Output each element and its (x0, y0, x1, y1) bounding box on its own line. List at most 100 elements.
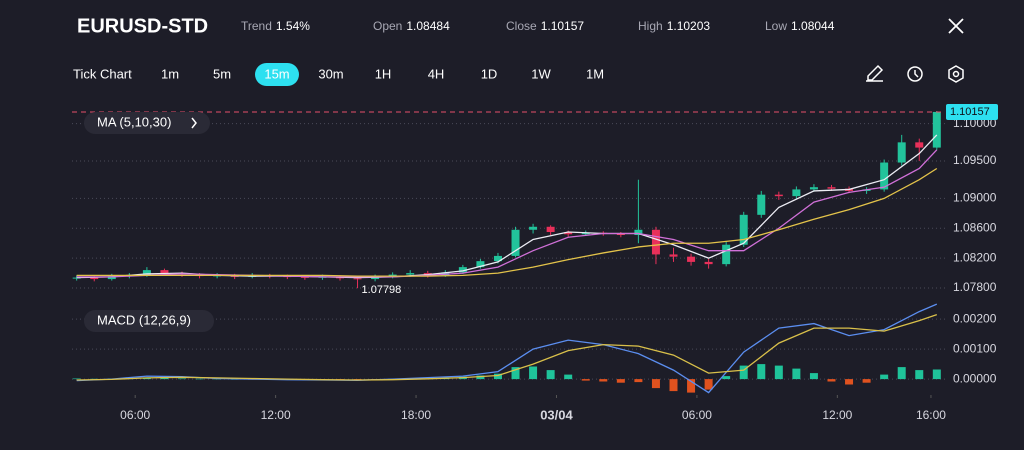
candle-body (300, 276, 309, 278)
macd-bar (493, 373, 502, 380)
candle-body (353, 278, 362, 280)
stat-value: 1.54% (276, 19, 310, 33)
candle-body (739, 214, 748, 245)
candle-body (546, 226, 555, 233)
candle-body (634, 229, 643, 235)
candle-body (458, 267, 467, 273)
candle-body (897, 142, 906, 163)
interval-tab[interactable]: 1M (586, 66, 604, 81)
header-stats: Trend 1.54% Open 1.08484 Close 1.10157 High 1.1… (241, 19, 835, 33)
candle-body (511, 229, 520, 256)
macd-bar (178, 378, 187, 380)
macd-bar (845, 379, 854, 385)
macd-bar (739, 365, 748, 380)
interval-tab[interactable]: 5m (213, 66, 231, 81)
low-annotation: 1.07798 (362, 284, 402, 296)
stat: Close 1.10157 (506, 19, 584, 33)
interval-tab[interactable]: 4H (428, 66, 445, 81)
last-price-box (946, 103, 998, 120)
interval-tab[interactable]: 1D (481, 66, 498, 81)
y-tick-label: 1.09000 (953, 191, 997, 205)
ma-label: MA (5,10,30) (97, 114, 171, 129)
interval-tab[interactable]: 1H (375, 66, 392, 81)
stat-label: Low (765, 19, 787, 33)
macd-bar (476, 375, 485, 380)
candle-body (107, 276, 116, 280)
macd-bar (774, 365, 783, 380)
stat-label: High (638, 19, 663, 33)
candle-body (774, 194, 783, 197)
stat-value: 1.10157 (541, 19, 585, 33)
stat-label: Open (373, 19, 402, 33)
macd-bar (195, 378, 204, 380)
x-tick-label: 12:00 (261, 408, 291, 422)
stat-value: 1.08484 (406, 19, 450, 33)
candle-body (476, 261, 485, 268)
macd-bar (511, 367, 520, 380)
candle-body (581, 232, 590, 235)
candle-body (827, 187, 836, 189)
macd-bar (546, 370, 555, 380)
draw-tool[interactable] (866, 64, 884, 82)
y-tick-label: 0.00100 (953, 341, 997, 355)
y-tick-label: 1.08600 (953, 220, 997, 234)
chart-mode[interactable]: Tick Chart (73, 66, 132, 81)
macd-bar (792, 368, 801, 380)
interval-tab[interactable]: 30m (318, 66, 343, 81)
candle-body (529, 226, 538, 230)
macd-bar (897, 367, 906, 380)
close-button[interactable] (948, 18, 964, 34)
symbol: EURUSD-STD (77, 15, 208, 37)
macd-bar (634, 379, 643, 383)
stat: Low 1.08044 (765, 19, 835, 33)
stat: High 1.10203 (638, 19, 710, 33)
y-tick-label: 1.09500 (953, 153, 997, 167)
macd-bar (616, 379, 625, 383)
candle-body (792, 189, 801, 197)
candle-body (915, 142, 924, 148)
x-tick-label: 06:00 (682, 408, 712, 422)
macd-bar (529, 366, 538, 380)
interval-tab[interactable]: 1m (161, 66, 179, 81)
indicator-line (76, 167, 938, 277)
macd-bar (757, 364, 766, 380)
x-tick-label: 12:00 (822, 408, 852, 422)
candle-body (722, 244, 731, 265)
candle-body (493, 255, 502, 262)
indicator-line (76, 313, 938, 381)
stat-label: Close (506, 19, 537, 33)
stat-value: 1.08044 (791, 19, 835, 33)
candle-body (757, 194, 766, 215)
y-tick-label: 1.08200 (953, 250, 997, 264)
macd-bar (687, 379, 696, 393)
macd-bar (862, 379, 871, 383)
macd-bar (722, 376, 731, 380)
x-tick-label: 18:00 (401, 408, 431, 422)
last-price-label: 1.10157 (950, 106, 990, 118)
interval-selected (255, 63, 299, 86)
time-tool[interactable] (907, 66, 923, 82)
stat-label: Trend (241, 19, 272, 33)
stat-value: 1.10203 (667, 19, 711, 33)
settings[interactable] (948, 65, 964, 83)
candle-body (564, 232, 573, 235)
macd-bar (72, 378, 81, 380)
stat: Trend 1.54% (241, 19, 310, 33)
ma-badge[interactable]: MA (5,10,30) (84, 112, 210, 134)
candle-body (406, 273, 415, 275)
x-tick-label: 06:00 (120, 408, 150, 422)
macd-badge[interactable]: MACD (12,26,9) (84, 310, 214, 332)
stat: Open 1.08484 (373, 19, 450, 33)
macd-bar (564, 374, 573, 380)
macd-bar (827, 379, 836, 382)
x-tick-label: 03/04 (540, 407, 573, 422)
macd-bar (809, 373, 818, 380)
interval-tab[interactable]: 15m (264, 66, 289, 81)
x-tick-label: 16:00 (916, 408, 946, 422)
macd-bar (160, 377, 169, 380)
candle-body (142, 270, 151, 276)
interval-tab[interactable]: 1W (531, 66, 551, 81)
candle-body (90, 277, 99, 280)
candle-body (669, 254, 678, 257)
